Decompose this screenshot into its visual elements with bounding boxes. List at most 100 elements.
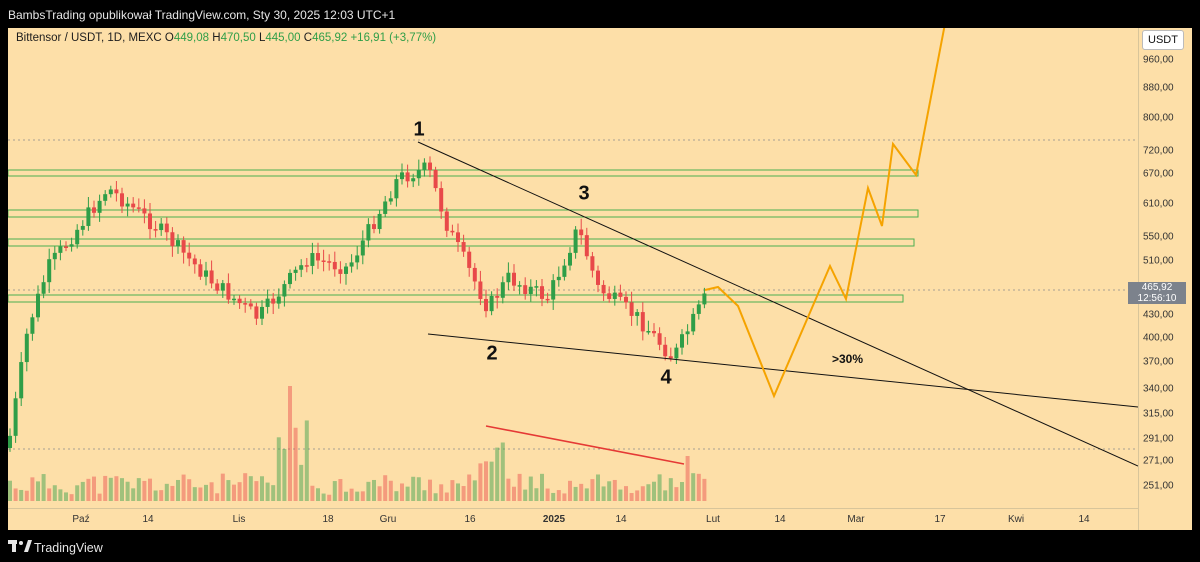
candle-body — [629, 302, 634, 316]
volume-bar — [248, 476, 253, 501]
volume-bar — [271, 485, 276, 501]
candle-body — [271, 298, 276, 304]
time-tick-label: 2025 — [542, 514, 566, 525]
candle-body — [456, 232, 460, 243]
candle-body — [461, 242, 466, 252]
price-tick-label: 720,00 — [1143, 145, 1174, 157]
volume-bar — [282, 448, 287, 501]
footer-bar: TradingView — [0, 530, 1200, 562]
candle-body — [153, 229, 158, 231]
candle-body — [204, 270, 208, 277]
volume-bar — [489, 461, 494, 501]
candle-body — [226, 283, 231, 300]
candle-body — [232, 298, 236, 301]
candle-body — [131, 203, 136, 208]
volume-bar — [461, 486, 466, 501]
chart-area[interactable]: Bittensor / USDT, 1D, MEXC O449,08 H470,… — [8, 28, 1192, 530]
volume-bar — [316, 488, 320, 501]
candle-body — [282, 284, 287, 297]
candle-body — [327, 261, 332, 263]
candle-body — [517, 285, 522, 287]
candle-body — [125, 203, 130, 207]
volume-bar — [153, 490, 158, 501]
volume-bar — [52, 485, 57, 501]
candle-body — [540, 286, 544, 299]
volume-bar — [148, 478, 152, 501]
volume-bar — [444, 492, 449, 501]
candle-body — [243, 303, 248, 305]
volume-bar — [276, 437, 281, 501]
volume-bar — [265, 482, 270, 501]
volume-bar — [607, 481, 612, 501]
currency-button[interactable]: USDT — [1142, 30, 1184, 50]
volume-bar — [484, 461, 488, 501]
candle-body — [360, 240, 365, 256]
candle-body — [405, 172, 410, 182]
close-value: 465,92 — [312, 32, 348, 44]
price-tick-label: 370,00 — [1143, 356, 1174, 368]
volume-bar — [551, 492, 556, 501]
volume-divergence-line — [485, 425, 685, 465]
price-axis[interactable] — [1138, 28, 1192, 530]
candle-body — [181, 240, 186, 253]
time-axis[interactable] — [8, 508, 1138, 530]
volume-bar — [13, 488, 18, 501]
price-tick-label: 340,00 — [1143, 383, 1174, 395]
candle-body — [439, 188, 444, 212]
volume-bar — [131, 488, 136, 501]
tradingview-logo-icon — [8, 540, 32, 552]
volume-bar — [64, 492, 68, 501]
volume-bar — [624, 486, 628, 501]
volume-bar — [108, 477, 113, 501]
volume-bar — [383, 475, 388, 501]
candle-body — [192, 258, 197, 265]
price-tick-label: 315,00 — [1143, 408, 1174, 420]
time-tick-label: Lis — [232, 514, 246, 525]
volume-bar — [8, 480, 12, 501]
price-tick-label: 800,00 — [1143, 112, 1174, 124]
volume-bar — [19, 489, 24, 501]
volume-bar — [69, 494, 74, 501]
volume-bar — [439, 484, 444, 501]
volume-bar — [612, 479, 617, 501]
volume-bar — [377, 486, 382, 501]
candle-body — [652, 331, 656, 334]
volume-bar — [36, 481, 40, 501]
volume-bar — [573, 486, 578, 501]
volume-bar — [304, 420, 309, 501]
candle-body — [590, 256, 595, 271]
candle-body — [523, 285, 528, 294]
candle-body — [321, 260, 326, 262]
volume-bar — [198, 487, 203, 501]
volume-bar — [433, 493, 438, 501]
candle-body — [47, 259, 52, 283]
candle-body — [657, 333, 662, 345]
candle-body — [646, 331, 651, 333]
volume-bar — [545, 488, 550, 501]
candle-body — [248, 303, 253, 307]
volume-bar — [422, 490, 427, 501]
candle-body — [97, 200, 102, 213]
volume-bar — [86, 478, 91, 501]
price-chart-canvas[interactable] — [8, 28, 1138, 508]
candle-body — [366, 224, 371, 241]
candle-body — [428, 162, 432, 171]
candle-body — [372, 224, 376, 230]
volume-bar — [388, 480, 393, 501]
volume-bar — [114, 476, 119, 501]
candle-body — [640, 312, 645, 332]
candle-body — [209, 270, 214, 284]
volume-bar — [540, 473, 544, 501]
open-label: O — [164, 32, 174, 44]
volume-bar — [405, 486, 410, 501]
candle-body — [450, 230, 455, 233]
volume-bar — [366, 481, 371, 501]
candle-body — [24, 333, 29, 363]
candle-body — [467, 251, 472, 268]
volume-bar — [80, 481, 85, 501]
volume-bar — [562, 493, 567, 501]
candle-body — [176, 240, 180, 247]
candle-body — [506, 272, 511, 283]
volume-bar — [327, 494, 332, 501]
volume-bar — [394, 491, 399, 501]
